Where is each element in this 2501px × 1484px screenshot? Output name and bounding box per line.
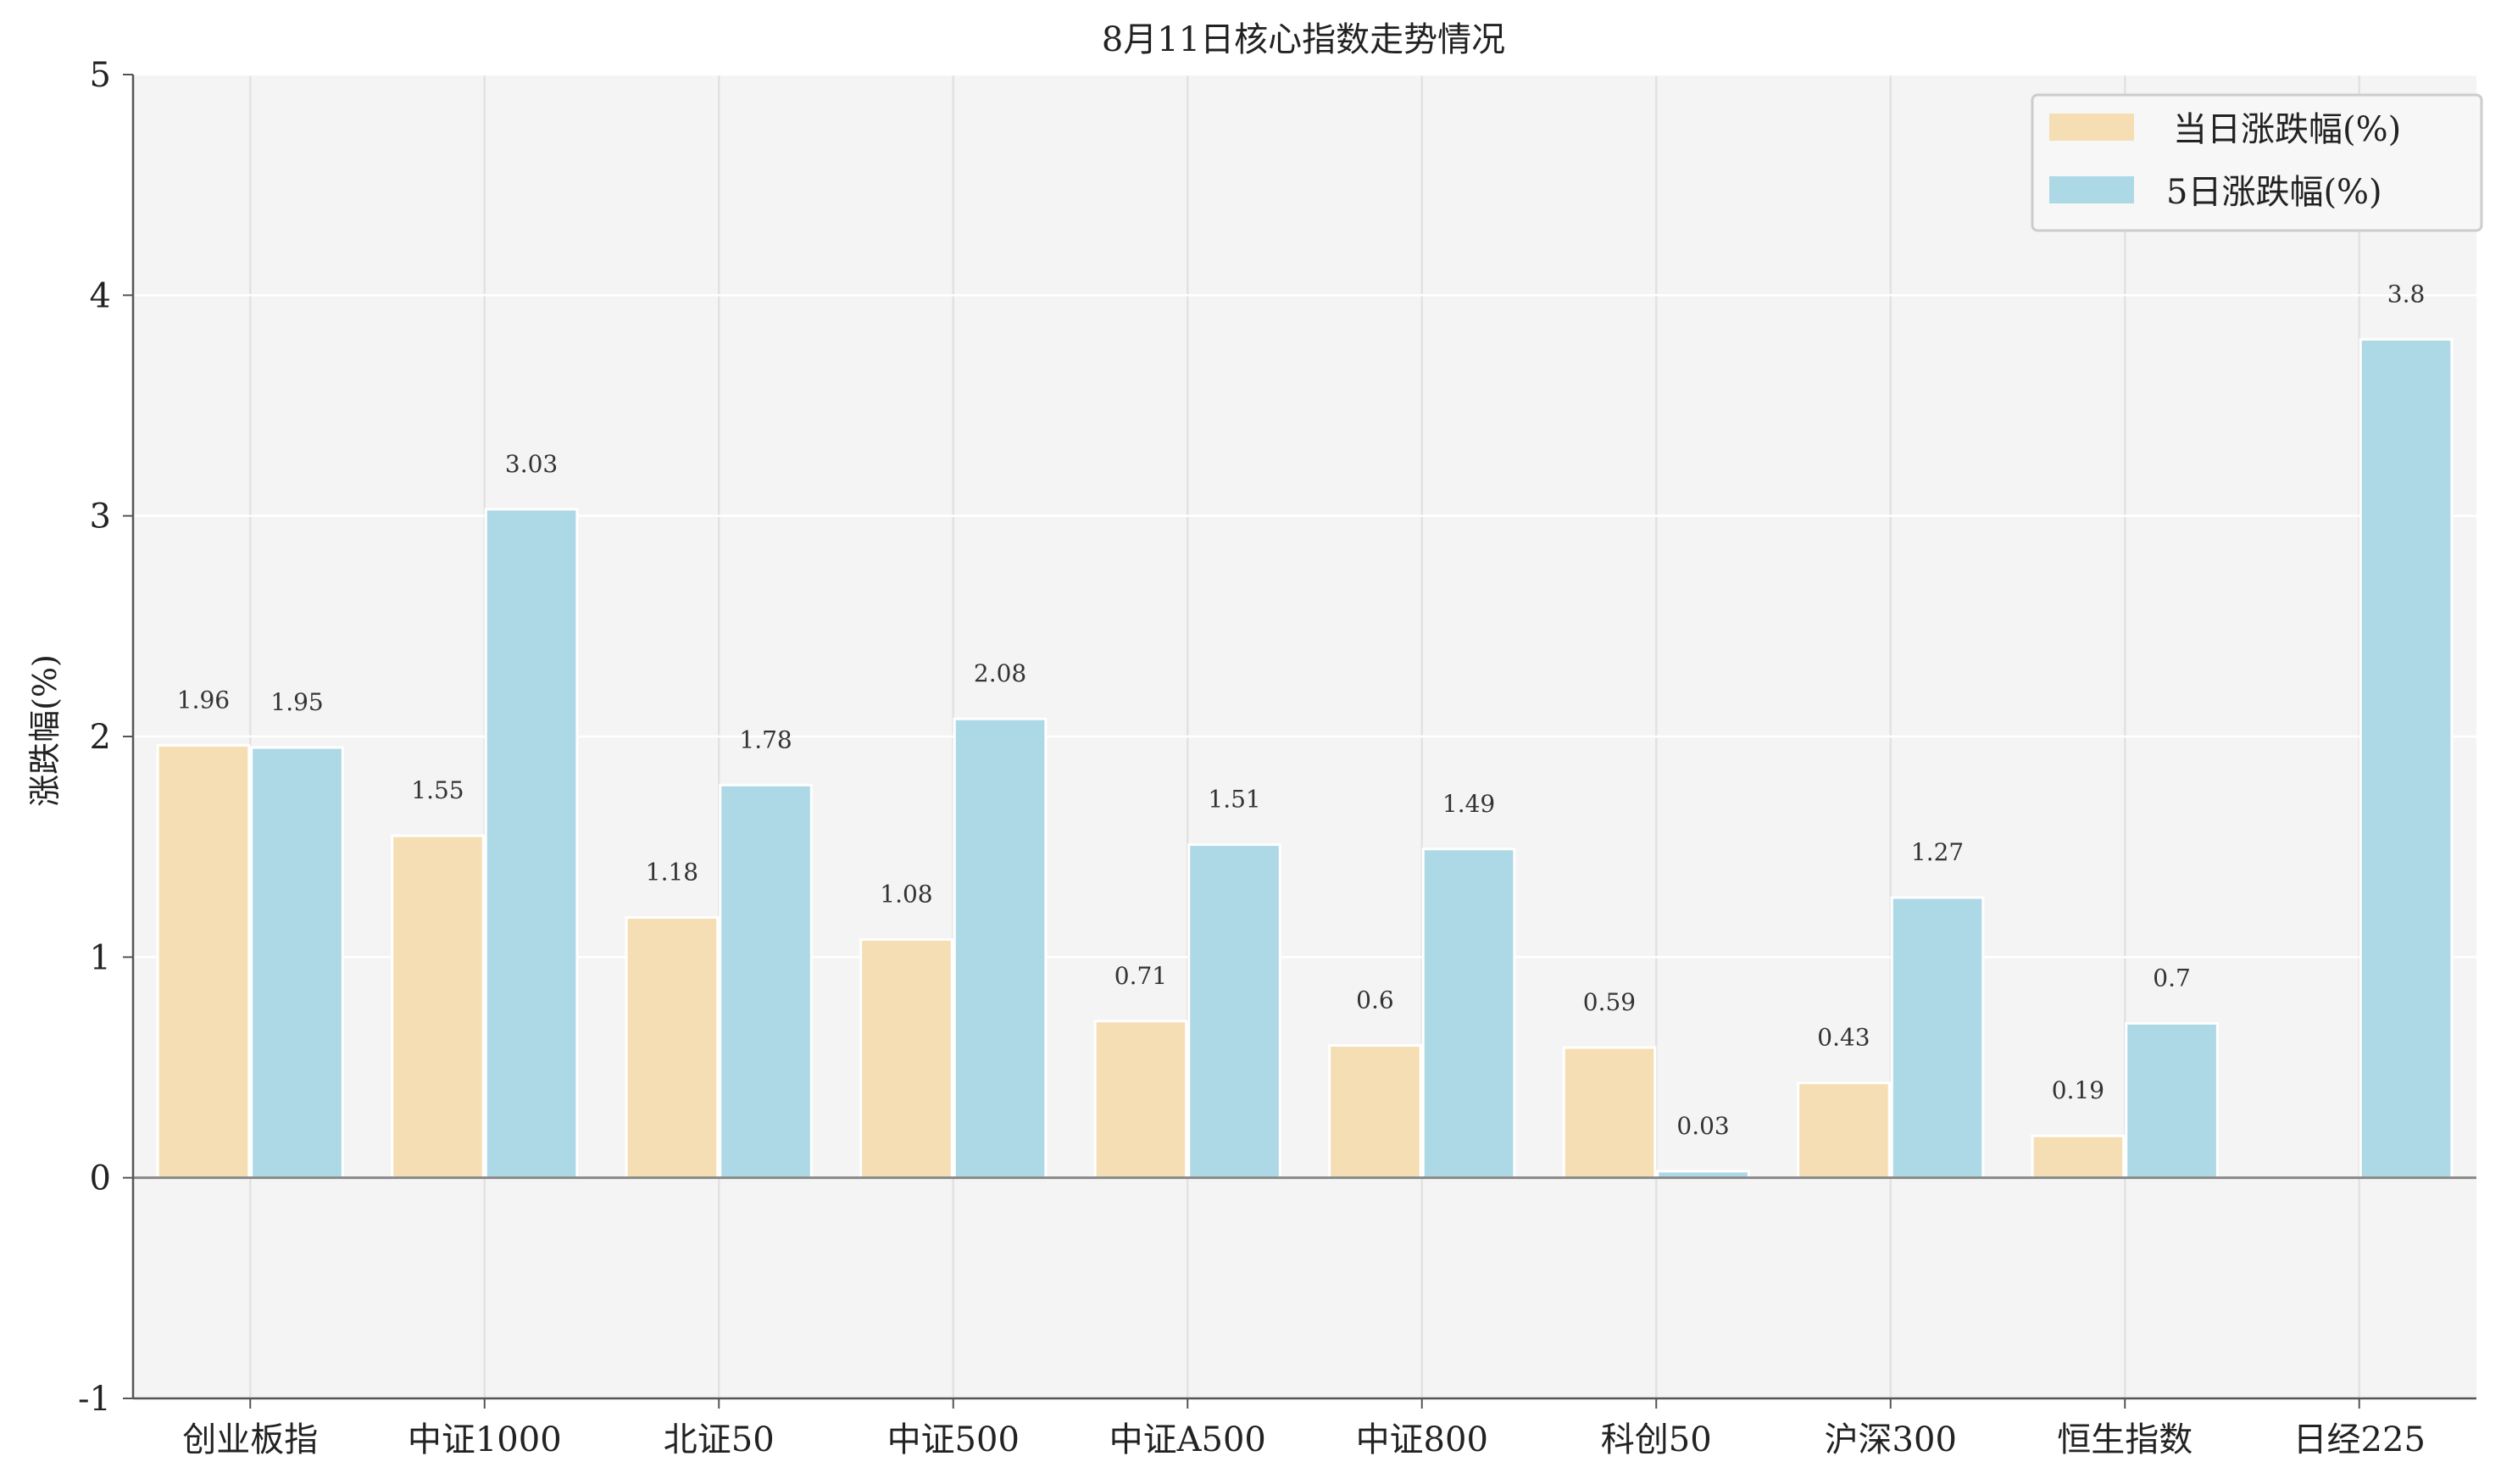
y-tick-label: 1 (90, 938, 111, 977)
y-tick-label: 3 (90, 497, 111, 536)
data-label-5day: 3.8 (2387, 280, 2426, 308)
data-label-daily: 1.96 (177, 686, 230, 714)
bar-5day (484, 508, 579, 1180)
legend-label-daily: 当日涨跌幅(%) (2173, 110, 2401, 149)
bar-5day (1187, 843, 1281, 1180)
y-axis-label: 涨跌幅(%) (26, 654, 64, 807)
data-label-daily: 1.55 (411, 776, 464, 804)
y-tick-label: 4 (90, 276, 111, 315)
data-label-daily: 0.43 (1817, 1024, 1870, 1052)
x-tick-label: 科创50 (1601, 1420, 1712, 1459)
data-label-daily: 0.19 (2052, 1076, 2104, 1104)
x-tick-label: 中证1000 (408, 1420, 562, 1459)
bar-daily (1093, 1020, 1188, 1180)
chart-title: 8月11日核心指数走势情况 (1102, 20, 1505, 59)
y-tick-label: 5 (90, 56, 111, 95)
bar-daily (1562, 1046, 1657, 1180)
bar-5day (250, 746, 344, 1180)
bar-daily (2031, 1134, 2126, 1180)
x-tick-label: 中证A500 (1109, 1420, 1266, 1459)
data-label-5day: 1.51 (1208, 786, 1260, 814)
data-label-5day: 1.95 (270, 688, 323, 716)
data-label-daily: 0.71 (1114, 962, 1167, 990)
bar-daily (156, 743, 251, 1180)
x-tick-label: 北证50 (664, 1420, 775, 1459)
x-tick-label: 中证500 (887, 1420, 1020, 1459)
plot-area: -1 0 1 2 3 4 5 1.96 1.55 1.18 1.08 0.71 0.6 0.59 0.43 0… (78, 56, 2476, 1459)
bar-daily (859, 938, 953, 1180)
bar-5day (2359, 337, 2454, 1180)
x-tick-label: 创业板指 (182, 1420, 318, 1459)
bar-daily (1797, 1081, 1891, 1180)
bar-5day (953, 717, 1048, 1180)
legend-label-5day: 5日涨跌幅(%) (2166, 173, 2382, 212)
legend-box (2031, 93, 2483, 232)
bar-daily (1328, 1043, 1422, 1180)
bar-5day (1421, 848, 1516, 1180)
data-label-5day: 2.08 (974, 659, 1026, 687)
bar-5day (1890, 896, 1985, 1180)
bar-daily (625, 915, 720, 1180)
data-label-5day: 1.27 (1911, 838, 1964, 866)
data-label-5day: 0.03 (1676, 1112, 1729, 1140)
x-tick-label: 沪深300 (1825, 1420, 1957, 1459)
data-label-5day: 0.7 (2153, 964, 2191, 992)
data-label-5day: 1.78 (739, 725, 792, 753)
bar-5day (2125, 1021, 2219, 1180)
data-label-5day: 1.49 (1442, 790, 1495, 818)
x-tick-label: 日经225 (2293, 1420, 2426, 1459)
legend-swatch-5day (2049, 176, 2134, 203)
y-tick-label: -1 (78, 1380, 111, 1419)
x-tick-label: 中证800 (1356, 1420, 1488, 1459)
x-tick-label: 恒生指数 (2057, 1420, 2193, 1459)
data-label-daily: 1.18 (646, 858, 698, 886)
legend: 当日涨跌幅(%) 5日涨跌幅(%) (2031, 93, 2483, 232)
y-tick-label: 0 (90, 1159, 111, 1198)
bar-daily (391, 834, 485, 1180)
data-label-daily: 0.59 (1583, 988, 1636, 1016)
legend-swatch-daily (2049, 114, 2134, 141)
data-label-5day: 3.03 (505, 450, 558, 478)
data-label-daily: 1.08 (880, 881, 932, 909)
bar-5day (719, 783, 813, 1180)
data-label-daily: 0.6 (1356, 986, 1394, 1014)
y-tick-label: 2 (90, 718, 111, 757)
